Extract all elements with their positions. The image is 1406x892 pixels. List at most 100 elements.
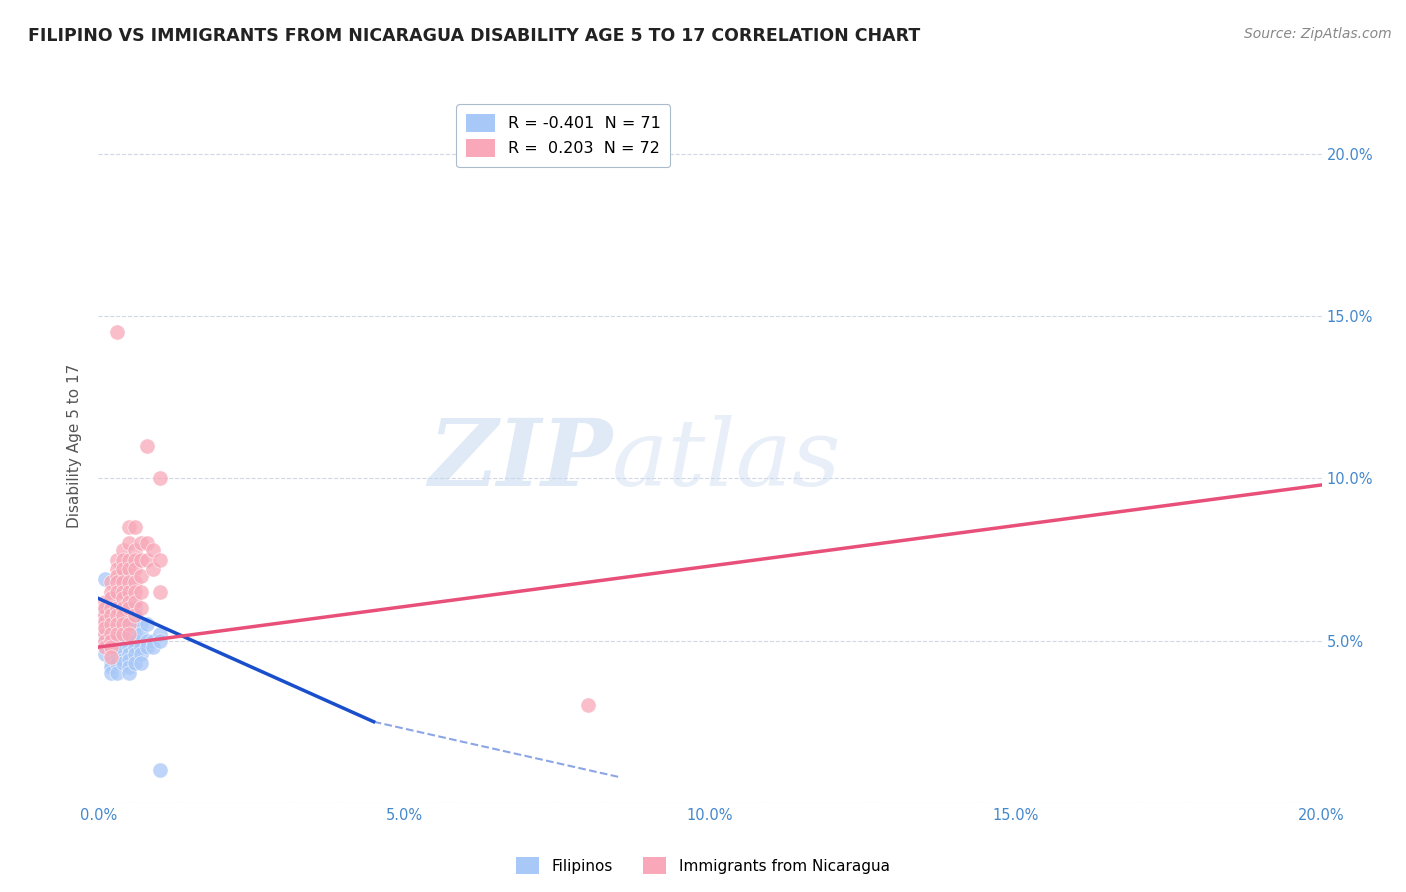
- Point: [105, 627, 128, 641]
- Point: [93, 627, 115, 641]
- Point: [142, 633, 165, 648]
- Point: [111, 542, 134, 557]
- Point: [100, 649, 122, 664]
- Point: [124, 657, 146, 671]
- Text: Source: ZipAtlas.com: Source: ZipAtlas.com: [1244, 27, 1392, 41]
- Point: [149, 585, 172, 599]
- Point: [93, 572, 115, 586]
- Point: [111, 627, 134, 641]
- Point: [111, 562, 134, 576]
- Point: [136, 536, 159, 550]
- Point: [118, 595, 141, 609]
- Point: [149, 633, 172, 648]
- Point: [100, 640, 122, 654]
- Point: [111, 617, 134, 632]
- Point: [93, 607, 115, 622]
- Point: [118, 575, 141, 590]
- Point: [100, 627, 122, 641]
- Point: [136, 633, 159, 648]
- Point: [129, 585, 152, 599]
- Point: [118, 666, 141, 681]
- Point: [93, 627, 115, 641]
- Point: [93, 601, 115, 615]
- Point: [100, 659, 122, 673]
- Point: [100, 591, 122, 606]
- Point: [100, 607, 122, 622]
- Point: [149, 764, 172, 778]
- Point: [111, 653, 134, 667]
- Point: [129, 627, 152, 641]
- Point: [124, 562, 146, 576]
- Point: [100, 601, 122, 615]
- Point: [105, 633, 128, 648]
- Point: [118, 627, 141, 641]
- Y-axis label: Disability Age 5 to 17: Disability Age 5 to 17: [67, 364, 83, 528]
- Point: [100, 666, 122, 681]
- Point: [105, 617, 128, 632]
- Point: [142, 562, 165, 576]
- Point: [105, 617, 128, 632]
- Point: [105, 607, 128, 622]
- Point: [142, 542, 165, 557]
- Point: [111, 633, 134, 648]
- Point: [111, 575, 134, 590]
- Point: [111, 601, 134, 615]
- Point: [142, 640, 165, 654]
- Point: [124, 542, 146, 557]
- Point: [124, 552, 146, 566]
- Point: [124, 601, 146, 615]
- Point: [105, 552, 128, 566]
- Point: [100, 647, 122, 661]
- Point: [136, 617, 159, 632]
- Point: [93, 617, 115, 632]
- Point: [111, 585, 134, 599]
- Point: [118, 617, 141, 632]
- Point: [93, 601, 115, 615]
- Point: [124, 607, 146, 622]
- Point: [118, 617, 141, 632]
- Point: [100, 617, 122, 632]
- Point: [93, 607, 115, 622]
- Legend: Filipinos, Immigrants from Nicaragua: Filipinos, Immigrants from Nicaragua: [510, 851, 896, 880]
- Point: [100, 633, 122, 648]
- Point: [129, 640, 152, 654]
- Point: [100, 617, 122, 632]
- Point: [111, 617, 134, 632]
- Point: [93, 604, 115, 618]
- Point: [149, 471, 172, 485]
- Point: [118, 601, 141, 615]
- Point: [93, 604, 115, 618]
- Point: [136, 439, 159, 453]
- Point: [93, 595, 115, 609]
- Point: [129, 568, 152, 582]
- Point: [105, 607, 128, 622]
- Point: [111, 611, 134, 625]
- Point: [111, 657, 134, 671]
- Point: [118, 536, 141, 550]
- Point: [93, 647, 115, 661]
- Point: [118, 611, 141, 625]
- Point: [100, 633, 122, 648]
- Point: [105, 627, 128, 641]
- Point: [111, 607, 134, 622]
- Text: ZIP: ZIP: [427, 416, 612, 505]
- Point: [124, 633, 146, 648]
- Point: [124, 595, 146, 609]
- Point: [105, 601, 128, 615]
- Point: [118, 659, 141, 673]
- Point: [118, 562, 141, 576]
- Point: [105, 585, 128, 599]
- Point: [100, 640, 122, 654]
- Point: [136, 552, 159, 566]
- Point: [129, 617, 152, 632]
- Point: [129, 647, 152, 661]
- Point: [118, 633, 141, 648]
- Point: [124, 617, 146, 632]
- Point: [129, 552, 152, 566]
- Point: [129, 657, 152, 671]
- Point: [149, 627, 172, 641]
- Point: [105, 562, 128, 576]
- Point: [124, 607, 146, 622]
- Point: [111, 601, 134, 615]
- Point: [149, 552, 172, 566]
